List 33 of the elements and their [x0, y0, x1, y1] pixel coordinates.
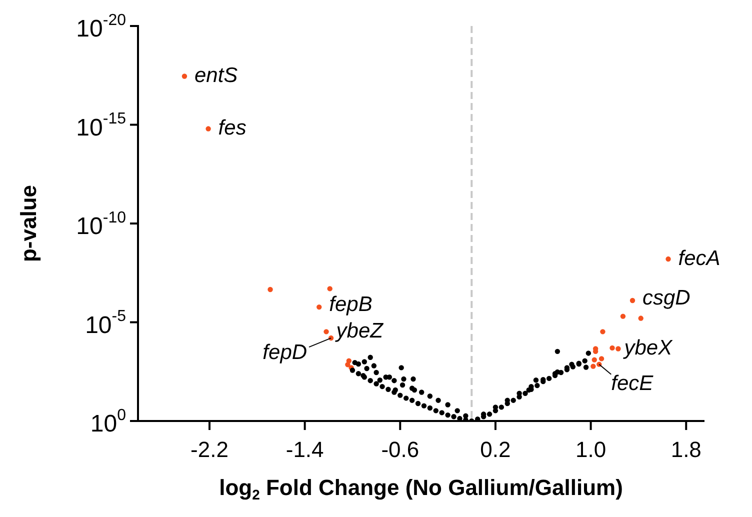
- x-tick-label: -1.4: [286, 437, 324, 462]
- point: [345, 362, 350, 368]
- point: [638, 316, 644, 321]
- annotation: fepB: [329, 292, 372, 316]
- point: [268, 286, 273, 292]
- annotation: csgD: [642, 286, 690, 310]
- annotation: ybeZ: [334, 320, 384, 343]
- y-axis-title: p-value: [16, 184, 42, 262]
- point: [598, 356, 604, 362]
- x-tick-label: -2.2: [190, 437, 228, 462]
- point: [616, 346, 621, 352]
- point: [316, 304, 322, 310]
- annotation: fecA: [678, 246, 720, 270]
- x-tick-label: 1.0: [576, 437, 606, 462]
- annotation: fepD: [262, 340, 308, 364]
- point: [666, 256, 671, 262]
- point: [590, 364, 596, 369]
- point: [182, 74, 188, 79]
- point: [592, 357, 597, 362]
- point: [630, 298, 636, 304]
- point: [206, 126, 211, 132]
- annotation: entS: [194, 64, 238, 88]
- x-tick-label: 0.2: [480, 437, 511, 462]
- point: [610, 345, 615, 351]
- annotation: fes: [218, 116, 247, 140]
- x-tick-label: -0.6: [381, 437, 420, 462]
- point: [324, 329, 329, 334]
- annotation: fecE: [611, 372, 654, 396]
- annotation: ybeX: [622, 336, 674, 360]
- point: [327, 286, 332, 292]
- x-tick-label: 1.8: [670, 437, 702, 462]
- point: [620, 314, 626, 319]
- point: [600, 329, 606, 334]
